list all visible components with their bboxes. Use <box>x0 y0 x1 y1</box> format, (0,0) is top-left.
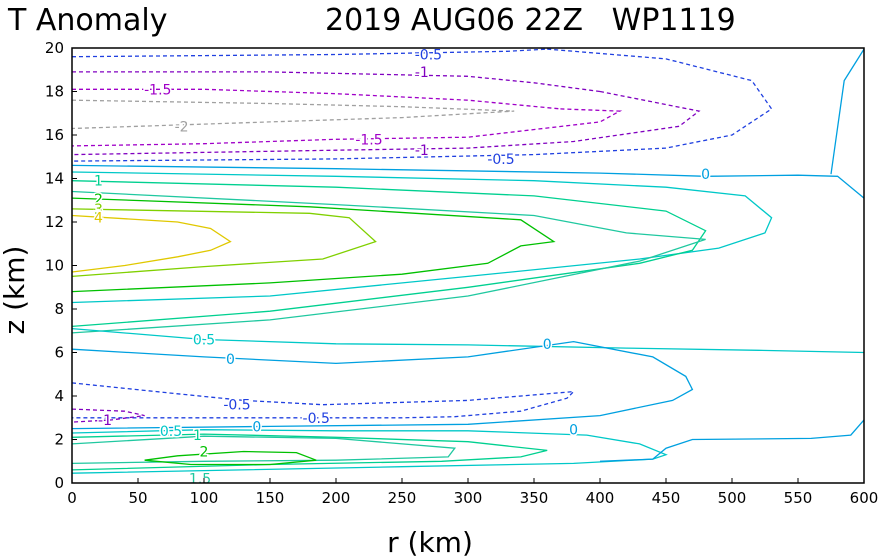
x-tick-label: 550 <box>784 489 813 507</box>
x-tick-label: 500 <box>718 489 747 507</box>
contour-lines <box>71 48 865 474</box>
x-axis-label: r (km) <box>387 526 473 559</box>
contour-label: 4 <box>94 211 103 227</box>
contour-line <box>71 408 145 423</box>
contour-line <box>71 429 668 474</box>
contour-line <box>71 108 623 147</box>
contour-line <box>71 180 707 328</box>
contour-line <box>71 433 548 471</box>
contour-labels: -0.5-1-1.5-2-1.5-1-0.5012340.500-0.5-0.5… <box>92 46 711 489</box>
chart-title-left: T Anomaly <box>7 3 167 38</box>
y-tick-label: 10 <box>45 257 64 275</box>
contour-line <box>71 340 694 430</box>
contour-line <box>71 197 556 293</box>
contour-label: -1 <box>98 413 112 429</box>
x-tick-label: 450 <box>652 489 681 507</box>
contour-line <box>71 171 773 304</box>
contour-line <box>71 99 515 130</box>
x-tick-label: 150 <box>256 489 285 507</box>
contour-label: 0 <box>569 423 578 439</box>
contour-label: 0 <box>543 337 552 353</box>
contour-line <box>71 214 232 273</box>
contour-line <box>71 48 548 58</box>
y-axis-label: z (km) <box>0 246 31 335</box>
y-tick-label: 6 <box>54 344 64 362</box>
contour-label: 0 <box>252 419 261 435</box>
y-tick-label: 0 <box>54 474 64 492</box>
y-tick-label: 20 <box>45 39 64 57</box>
contour-label: 2 <box>200 444 209 460</box>
y-tick-label: 12 <box>45 213 64 231</box>
y-tick-label: 2 <box>54 431 64 449</box>
x-tick-label: 400 <box>586 489 615 507</box>
contour-label: 1 <box>193 428 202 444</box>
x-tick-label: 350 <box>520 489 549 507</box>
contour-label: -1.5 <box>355 132 382 148</box>
y-tick-label: 18 <box>45 83 64 101</box>
contour-line <box>72 71 601 93</box>
y-tick-label: 16 <box>45 126 64 144</box>
contour-label: -0.5 <box>303 411 330 427</box>
contour-label: -0.5 <box>487 152 514 168</box>
contour-line <box>71 382 576 419</box>
y-tick-label: 8 <box>54 300 64 318</box>
contour-line <box>71 190 706 334</box>
x-tick-label: 100 <box>190 489 219 507</box>
contour-label: 3 <box>94 202 103 218</box>
x-tick-label: 250 <box>388 489 417 507</box>
contour-label: 1.5 <box>189 472 211 488</box>
x-tick-label: 300 <box>454 489 483 507</box>
x-tick-label: 200 <box>322 489 351 507</box>
contour-label: -1 <box>415 143 429 159</box>
y-tick-label: 14 <box>45 170 64 188</box>
contour-label: -1 <box>415 65 429 81</box>
contour-label: 0 <box>701 167 710 183</box>
chart-title-right: 2019 AUG06 22Z WP1119 <box>325 3 736 38</box>
contour-label: -0.5 <box>223 398 250 414</box>
contour-line <box>71 90 701 156</box>
x-tick-label: 50 <box>128 489 147 507</box>
contour-line <box>71 208 377 278</box>
contour-label: -2 <box>175 119 189 135</box>
contour-line <box>599 419 865 462</box>
axis-ticks: 0 50 100 150 200 250 300 350 400 450 500 550 6000246… <box>45 39 878 507</box>
contour-line <box>144 450 317 466</box>
contour-line <box>71 327 865 354</box>
contour-line <box>71 48 773 162</box>
contour-line <box>830 48 865 175</box>
contour-label: -0.5 <box>415 48 442 64</box>
contour-label: 1 <box>94 174 103 190</box>
x-tick-label: 0 <box>67 489 77 507</box>
contour-label: -1.5 <box>144 82 171 98</box>
contour-label: 0 <box>226 352 235 368</box>
contour-label: 2 <box>94 192 103 208</box>
y-tick-label: 4 <box>54 387 64 405</box>
contour-label: 0.5 <box>193 332 215 348</box>
x-tick-label: 600 <box>850 489 879 507</box>
contour-label: 0.5 <box>160 424 182 440</box>
contour-line <box>71 435 457 465</box>
contour-line <box>72 88 561 110</box>
contour-line <box>71 164 865 199</box>
